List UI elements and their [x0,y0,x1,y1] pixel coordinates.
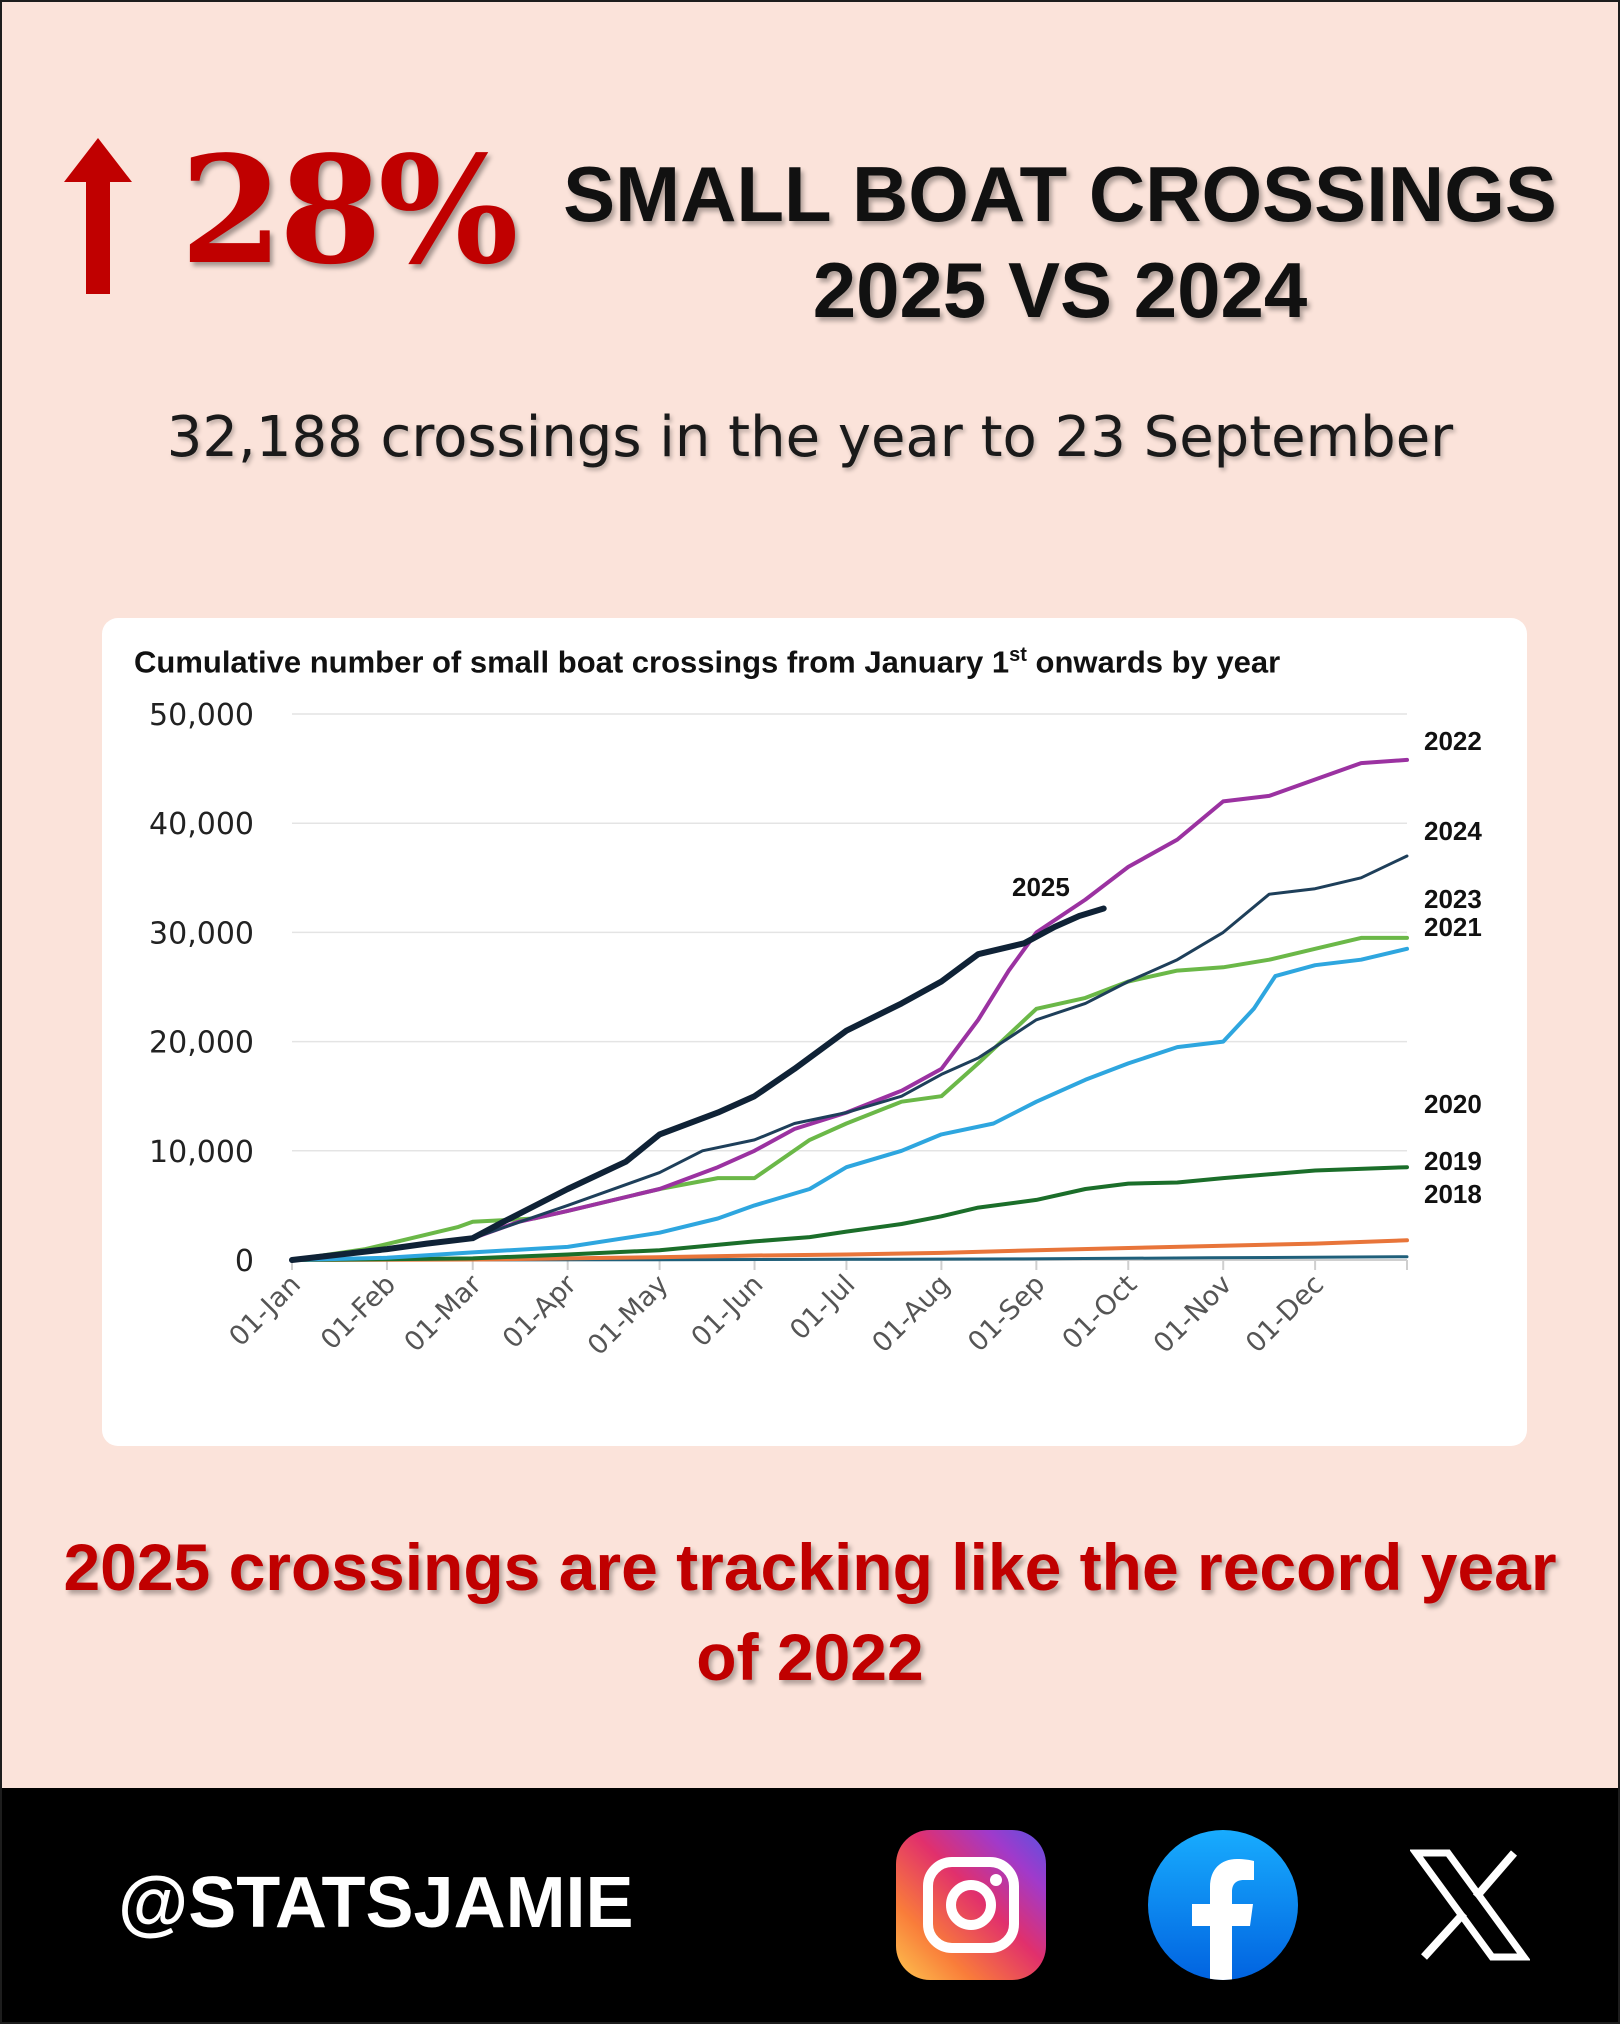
y-tick-label: 40,000 [149,807,254,842]
series-lines [289,757,1409,1263]
x-tick-label: 01-Jun [685,1269,769,1353]
chart-title-text: Cumulative number of small boat crossing… [134,644,1010,680]
headline-title-line2: 2025 VS 2024 [812,246,1308,334]
y-tick-label: 50,000 [149,698,254,733]
x-tick-label: 01-Apr [497,1268,583,1354]
series-label-2018: 2018 [1424,1179,1482,1209]
y-axis: 0 10,000 20,000 30,000 40,000 50,000 [149,698,254,1279]
social-handle[interactable]: @STATSJAMIE [118,1863,634,1943]
up-arrow-icon [64,138,132,294]
x-icon[interactable] [1410,1845,1530,1965]
instagram-icon[interactable] [896,1830,1046,1980]
y-tick-label: 30,000 [149,916,254,951]
series-line-2025 [289,905,1107,1263]
series-line-2024 [290,854,1409,1262]
series-line-2022 [290,757,1409,1262]
x-tick-label: 01-Aug [866,1269,956,1359]
facebook-icon[interactable] [1148,1830,1298,1980]
series-label-2020: 2020 [1424,1089,1482,1119]
x-tick-label: 01-Oct [1057,1269,1144,1356]
chart-card: Cumulative number of small boat crossing… [102,618,1527,1446]
series-label-2024: 2024 [1424,816,1482,846]
series-label-2019: 2019 [1424,1146,1482,1176]
x-tick-label: 01-Nov [1148,1269,1238,1359]
headline-percent: 28% [180,123,519,297]
x-tick-label: 01-Sep [962,1269,1051,1358]
takeaway-text: 2025 crossings are tracking like the rec… [63,1530,1557,1694]
series-label-2021: 2021 [1424,912,1482,942]
y-tick-label: 0 [235,1244,254,1279]
series-line-2020 [290,1165,1409,1262]
y-tick-label: 20,000 [149,1026,254,1061]
series-label-2023: 2023 [1424,884,1482,914]
headline-title: SMALL BOAT CROSSINGS 2025 VS 2024 [540,146,1580,338]
chart-title-sup: st [1009,644,1027,666]
series-line-2023 [290,935,1409,1262]
series-line-2019 [290,1238,1409,1262]
x-tick-label: 01-Jan [223,1269,307,1353]
x-tick-label: 01-Dec [1240,1269,1330,1359]
chart-title: Cumulative number of small boat crossing… [134,644,1280,680]
series-label-2025: 2025 [1012,872,1070,902]
chart-title-suffix: onwards by year [1026,644,1281,680]
y-tick-label: 10,000 [149,1135,254,1170]
x-tick-label: 01-Jul [784,1269,861,1346]
subtitle: 32,188 crossings in the year to 23 Septe… [166,405,1454,470]
headline-title-line1: SMALL BOAT CROSSINGS [563,150,1557,238]
x-tick-label: 01-Mar [399,1268,489,1358]
footer-bar [0,1788,1620,2024]
x-tick-label: 01-Feb [315,1269,402,1356]
series-line-2021 [290,946,1409,1262]
x-tick-label: 01-May [582,1269,675,1362]
series-label-2022: 2022 [1424,726,1482,756]
